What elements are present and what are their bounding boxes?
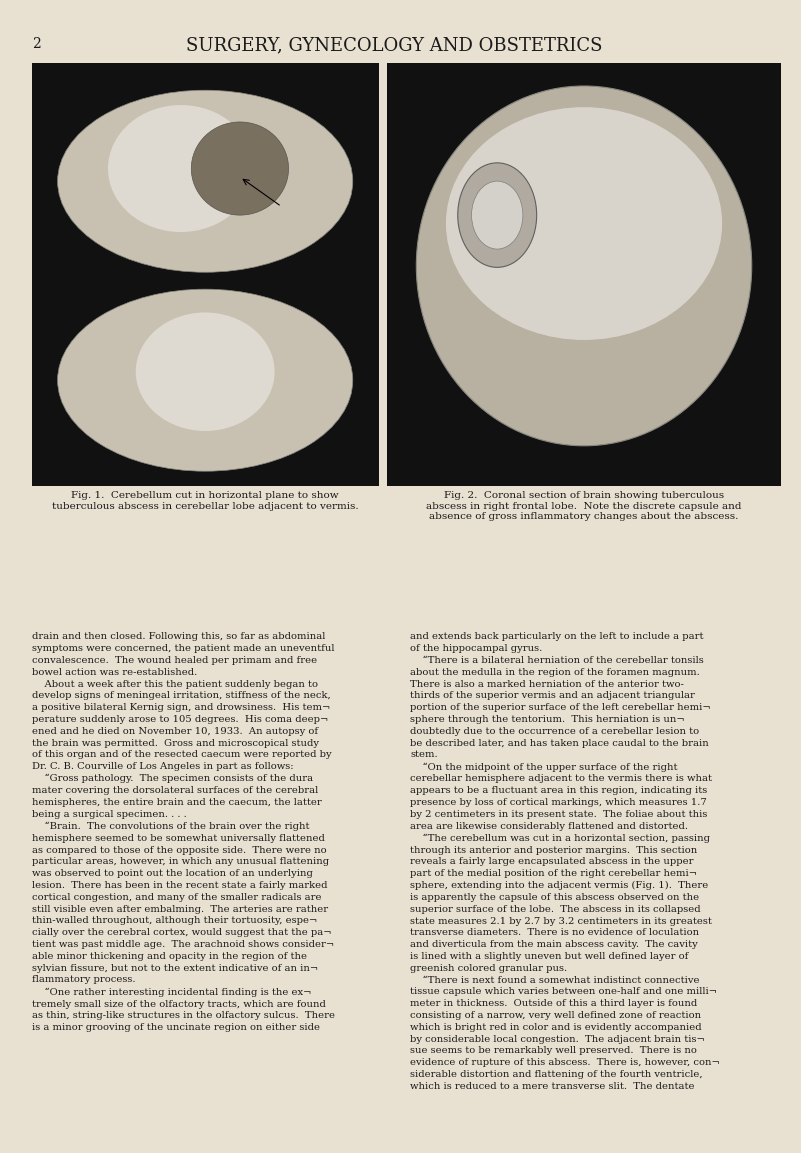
Text: 2: 2 [31,37,40,51]
Bar [31,62,379,487]
Circle shape [457,163,537,267]
Text: SURGERY, GYNECOLOGY AND OBSTETRICS: SURGERY, GYNECOLOGY AND OBSTETRICS [187,37,603,54]
Ellipse shape [58,90,352,272]
Ellipse shape [446,107,723,340]
Text: drain and then closed. Following this, so far as abdominal
symptoms were concern: drain and then closed. Following this, s… [31,632,335,1032]
Ellipse shape [108,105,254,232]
Ellipse shape [191,122,288,216]
Ellipse shape [135,312,275,431]
Ellipse shape [58,289,352,472]
Bar [387,62,781,487]
Text: and extends back particularly on the left to include a part
of the hippocampal g: and extends back particularly on the lef… [410,632,720,1091]
Ellipse shape [417,86,751,446]
Text: Fig. 1.  Cerebellum cut in horizontal plane to show
tuberculous abscess in cereb: Fig. 1. Cerebellum cut in horizontal pla… [52,491,359,511]
Text: Fig. 2.  Coronal section of brain showing tuberculous
abscess in right frontal l: Fig. 2. Coronal section of brain showing… [426,491,742,521]
Circle shape [472,181,523,249]
